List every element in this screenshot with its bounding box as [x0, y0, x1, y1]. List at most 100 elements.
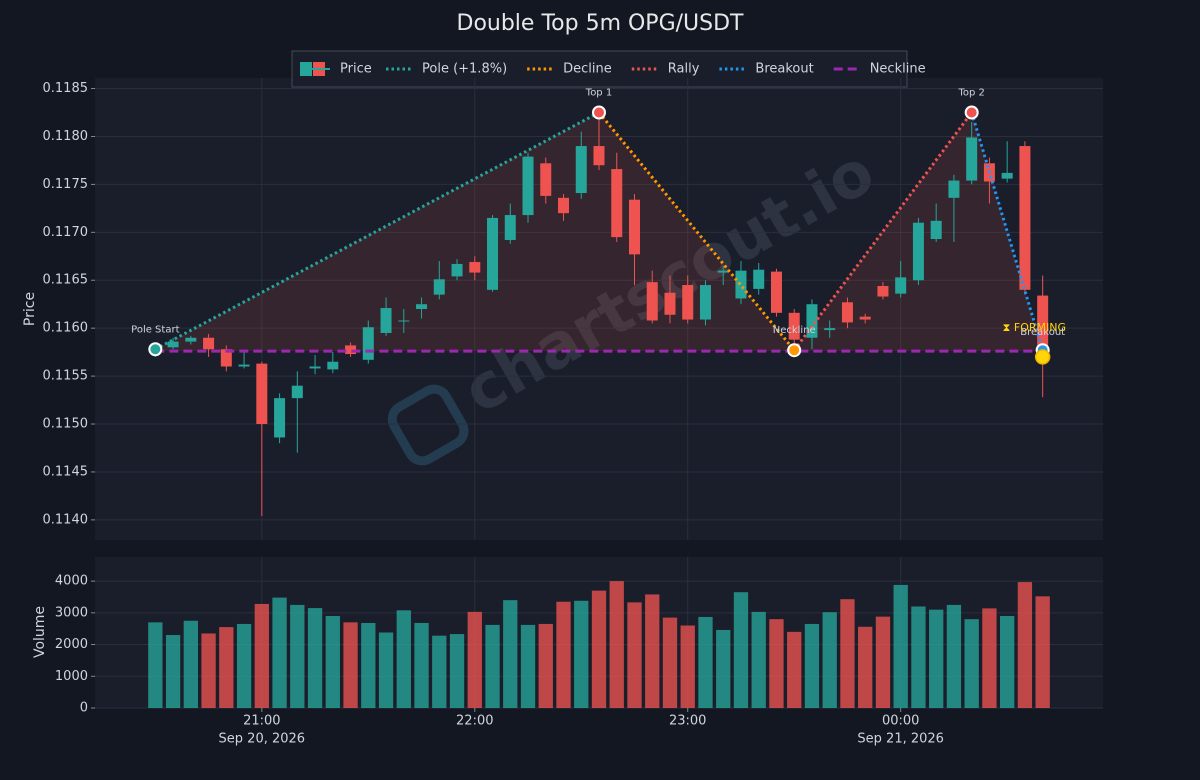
volume-tick-label: 1000: [55, 669, 88, 684]
volume-bar: [414, 622, 429, 708]
pattern-point: [787, 343, 802, 358]
y-tick-label: 0.1160: [43, 321, 89, 336]
y-tick-label: 0.1170: [43, 225, 89, 240]
candle-body: [735, 270, 747, 299]
candle-body: [433, 279, 445, 295]
volume-bar: [609, 581, 624, 708]
x-tick-label: 22:00: [456, 714, 493, 729]
watermark-icon: [387, 384, 469, 466]
volume-bar: [662, 617, 678, 708]
status-marker: [1034, 349, 1051, 365]
candle-body: [877, 285, 889, 297]
volume-bar: [840, 599, 855, 708]
legend-label: Rally: [668, 62, 700, 77]
y-tick-label: 0.1185: [43, 81, 89, 96]
pattern-point-label: Breakout: [1020, 327, 1065, 338]
volume-bar: [787, 631, 802, 708]
candle-body: [717, 270, 729, 273]
volume-bar: [645, 594, 660, 708]
candle-body: [540, 163, 552, 196]
volume-bar: [769, 619, 784, 708]
pattern-line: [597, 111, 796, 352]
candle-body: [327, 361, 339, 370]
volume-bar: [538, 623, 553, 708]
candle-body: [806, 304, 818, 338]
volume-bar: [219, 627, 234, 708]
x-tick-label: 21:00: [243, 714, 280, 729]
candle-body: [1037, 295, 1049, 349]
volume-tick-label: 0: [80, 701, 88, 716]
volume-bar: [449, 634, 465, 708]
candle-body: [469, 262, 481, 273]
volume-bar: [591, 590, 607, 708]
candle-body: [185, 337, 197, 342]
candle-body: [646, 282, 658, 321]
candle-body: [487, 217, 499, 290]
candle-body: [611, 169, 623, 238]
legend-label: Breakout: [755, 62, 813, 77]
volume-bar: [148, 622, 163, 708]
candle-body: [167, 341, 179, 348]
candle-body: [699, 285, 711, 320]
candle-body: [362, 327, 374, 360]
volume-bar: [698, 616, 713, 708]
status-label: ⧗ FORMING: [1003, 321, 1066, 334]
candle-body: [274, 398, 286, 438]
volume-bar: [751, 611, 766, 708]
candle-body: [504, 215, 516, 240]
candle-body: [345, 345, 357, 355]
candle-body: [682, 285, 694, 320]
volume-bar: [574, 600, 589, 708]
y-tick-label: 0.1145: [43, 464, 89, 479]
candle-body: [416, 304, 428, 309]
volume-bar: [396, 610, 411, 708]
volume-bar: [343, 622, 358, 708]
candle-body: [451, 263, 463, 277]
volume-bar: [254, 603, 269, 708]
volume-tick-label: 2000: [55, 637, 88, 652]
volume-bar: [929, 609, 944, 708]
candle-body: [824, 328, 836, 331]
x-tick-label: 23:00: [669, 714, 706, 729]
volume-bar: [503, 600, 518, 708]
candle-body: [398, 320, 410, 322]
candle-body: [203, 337, 215, 350]
candle-body: [859, 316, 871, 320]
legend-label: Price: [340, 62, 372, 77]
volume-bar: [361, 622, 376, 708]
y-tick-label: 0.1140: [43, 512, 89, 527]
volume-bar: [467, 611, 482, 708]
volume-bar: [875, 616, 891, 708]
candle-body: [628, 199, 640, 255]
volume-bar: [236, 623, 252, 708]
volume-bar: [1000, 616, 1015, 708]
candle-body: [930, 220, 942, 240]
candle-body: [664, 292, 676, 315]
pattern-point-label: Neckline: [773, 325, 816, 336]
candle-body: [788, 312, 800, 340]
volume-bar: [627, 602, 642, 708]
volume-bar: [165, 635, 181, 708]
volume-bar: [680, 625, 695, 708]
candle-body: [291, 385, 303, 399]
volume-bar: [325, 616, 340, 708]
volume-bar: [307, 608, 323, 708]
candle-body: [1001, 172, 1013, 179]
volume-bar: [733, 592, 749, 708]
volume-bar: [716, 629, 731, 708]
volume-bar: [964, 619, 979, 708]
x-tick-date: Sep 20, 2026: [219, 732, 306, 747]
x-tick-date: Sep 21, 2026: [857, 732, 944, 747]
candle-body: [912, 222, 924, 281]
pattern-point-label: Pole Start: [131, 324, 179, 335]
candle-body: [593, 146, 605, 166]
candle-body: [770, 271, 782, 313]
volume-bar: [485, 624, 500, 708]
candle-body: [966, 137, 978, 181]
volume-bar: [804, 623, 820, 708]
chart-title: Double Top 5m OPG/USDT: [457, 11, 745, 36]
pattern-point: [592, 105, 606, 120]
volume-bar: [272, 597, 287, 708]
volume-bar: [946, 604, 962, 708]
